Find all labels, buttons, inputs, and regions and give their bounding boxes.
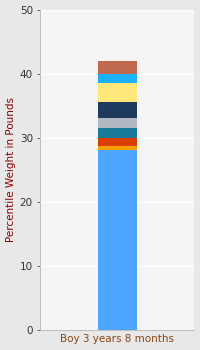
Bar [98, 138, 137, 146]
Bar [98, 61, 137, 74]
Bar [98, 102, 137, 118]
Bar [98, 83, 137, 102]
Bar [98, 118, 137, 128]
Bar [98, 146, 137, 150]
Bar [98, 128, 137, 138]
Bar [98, 150, 137, 330]
Bar [98, 74, 137, 83]
Y-axis label: Percentile Weight in Pounds: Percentile Weight in Pounds [6, 97, 16, 242]
